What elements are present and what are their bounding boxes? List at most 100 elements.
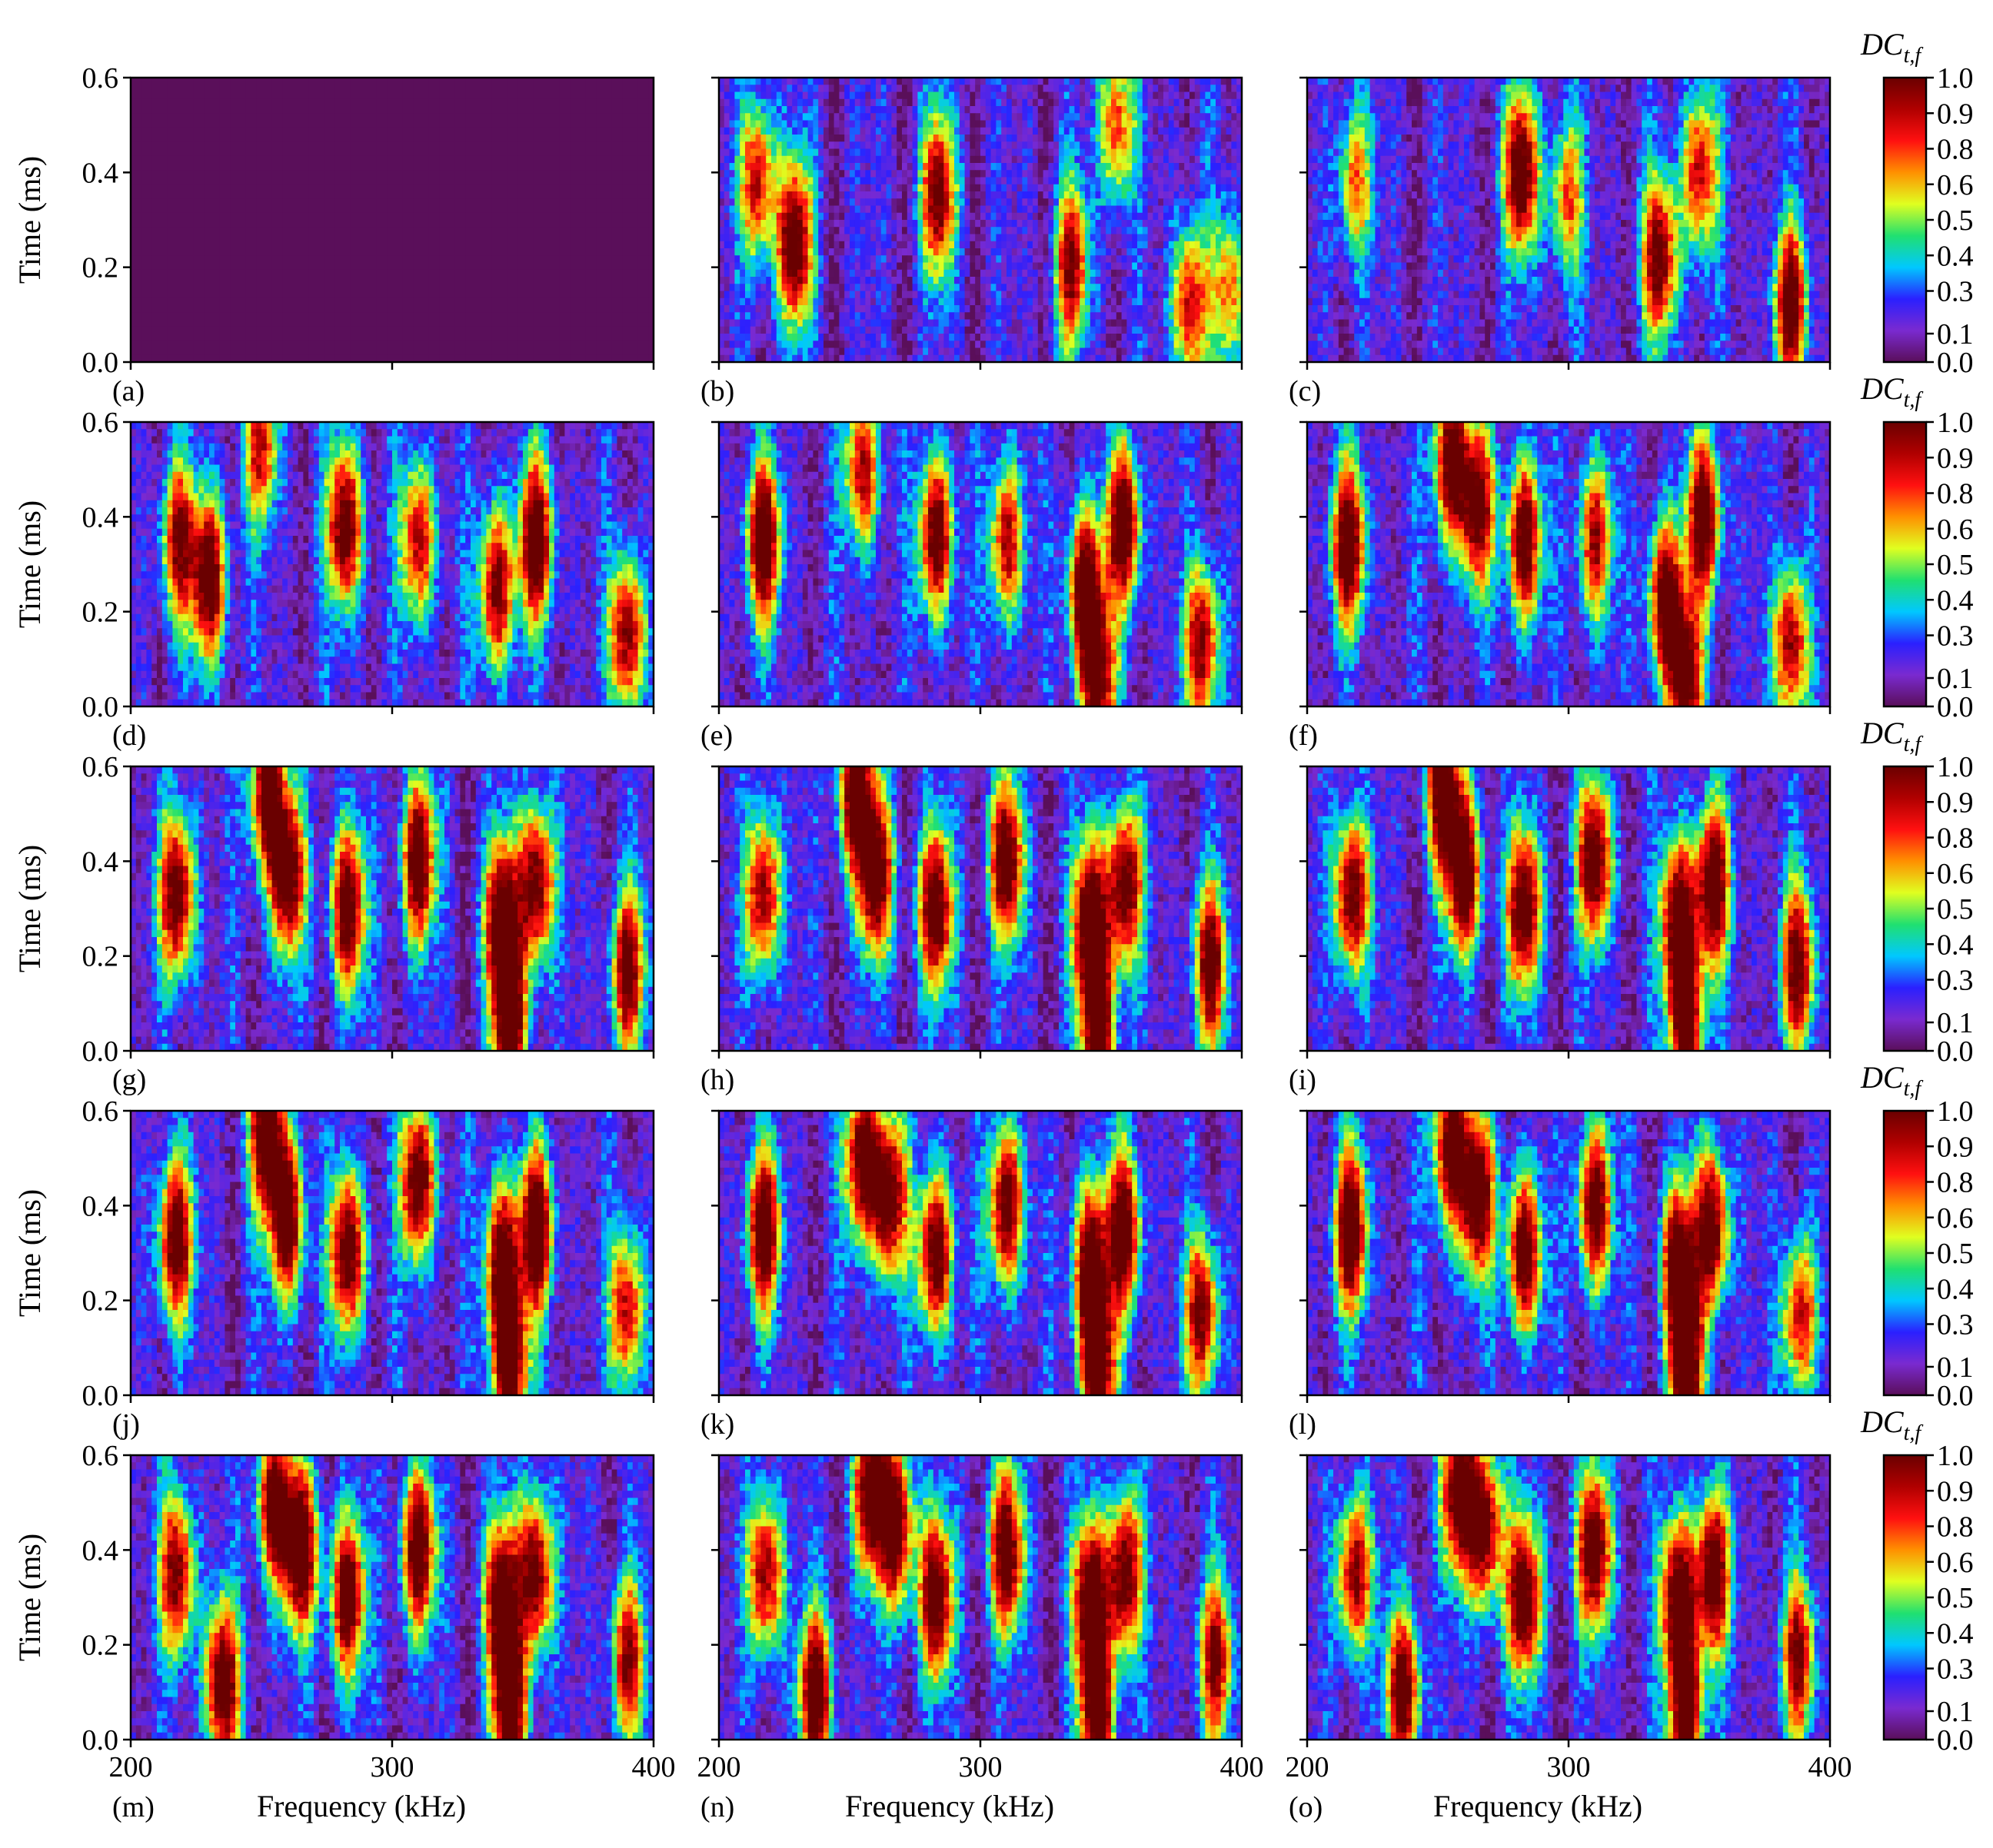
heatmap-cell <box>146 234 151 242</box>
heatmap-cell <box>444 178 450 185</box>
heatmap-cell <box>256 234 261 242</box>
heatmap-cell <box>288 234 293 242</box>
heatmap-cell <box>168 85 173 92</box>
heatmap-cell <box>282 113 288 121</box>
heatmap-cell <box>261 163 267 171</box>
heatmap-cell <box>450 141 455 149</box>
heatmap-cell <box>168 248 173 256</box>
heatmap-cell <box>209 178 215 185</box>
heatmap-cell <box>178 141 183 149</box>
heatmap-cell <box>188 128 194 135</box>
heatmap-cell <box>601 248 607 256</box>
heatmap-cell <box>340 227 345 234</box>
heatmap-cell <box>392 121 398 128</box>
heatmap-cell <box>230 156 235 164</box>
heatmap-cell <box>371 141 377 149</box>
heatmap-cell <box>392 191 398 199</box>
heatmap-cell <box>204 85 209 92</box>
heatmap-cell <box>377 191 382 199</box>
heatmap-cell <box>638 78 644 85</box>
heatmap-cell <box>450 106 455 114</box>
heatmap-cell <box>570 178 575 185</box>
heatmap-cell <box>502 191 507 199</box>
heatmap-cell <box>204 149 209 157</box>
heatmap-cell <box>581 198 586 206</box>
heatmap-cell <box>455 213 461 221</box>
heatmap-cell <box>381 227 387 234</box>
heatmap-cell <box>168 113 173 121</box>
heatmap-cell <box>261 85 267 92</box>
heatmap-cell <box>460 85 465 92</box>
heatmap-cell <box>507 135 513 142</box>
heatmap-cell <box>387 149 392 157</box>
heatmap-cell <box>612 92 617 100</box>
heatmap-cell <box>178 248 183 256</box>
heatmap-cell <box>465 113 471 121</box>
heatmap-cell <box>471 234 476 242</box>
heatmap-cell <box>538 141 544 149</box>
heatmap-cell <box>241 163 246 171</box>
heatmap-cell <box>403 149 408 157</box>
heatmap-cell <box>528 248 534 256</box>
heatmap-cell <box>377 106 382 114</box>
heatmap-cell <box>141 227 147 234</box>
heatmap-cell <box>408 198 413 206</box>
heatmap-cell <box>617 135 622 142</box>
heatmap-cell <box>596 156 601 164</box>
heatmap-cell <box>157 99 162 107</box>
heatmap-cell <box>355 141 361 149</box>
heatmap-cell <box>366 141 371 149</box>
heatmap-cell <box>340 184 345 192</box>
heatmap-cell <box>172 227 178 234</box>
heatmap-cell <box>544 220 549 228</box>
heatmap-cell <box>162 191 168 199</box>
heatmap-cell <box>627 141 633 149</box>
heatmap-cell <box>194 198 199 206</box>
heatmap-cell <box>633 121 638 128</box>
heatmap-cell <box>267 149 272 157</box>
heatmap-cell <box>277 170 282 178</box>
heatmap-cell <box>481 227 487 234</box>
heatmap-cell <box>596 206 601 214</box>
heatmap-cell <box>261 92 267 100</box>
heatmap-cell <box>534 113 539 121</box>
heatmap-cell <box>575 241 581 249</box>
heatmap-cell <box>256 128 261 135</box>
heatmap-cell <box>538 149 544 157</box>
heatmap-cell <box>293 163 298 171</box>
heatmap-cell <box>188 220 194 228</box>
heatmap-cell <box>512 198 517 206</box>
heatmap-cell <box>381 206 387 214</box>
heatmap-cell <box>612 227 617 234</box>
heatmap-cell <box>502 220 507 228</box>
heatmap-cell <box>434 220 439 228</box>
heatmap-cell <box>564 241 570 249</box>
heatmap-cell <box>282 85 288 92</box>
heatmap-cell <box>345 170 351 178</box>
heatmap-cell <box>455 227 461 234</box>
heatmap-cell <box>481 128 487 135</box>
heatmap-cell <box>267 128 272 135</box>
heatmap-cell <box>230 92 235 100</box>
heatmap-cell <box>434 121 439 128</box>
heatmap-cell <box>439 248 444 256</box>
heatmap-cell <box>455 170 461 178</box>
heatmap-cell <box>355 113 361 121</box>
heatmap-cell <box>136 121 141 128</box>
heatmap-cell <box>324 170 330 178</box>
heatmap-cell <box>564 99 570 107</box>
heatmap-cell <box>282 227 288 234</box>
heatmap-cell <box>303 141 308 149</box>
heatmap-cell <box>136 178 141 185</box>
heatmap-cell <box>507 206 513 214</box>
heatmap-cell <box>314 234 319 242</box>
heatmap-cell <box>361 241 366 249</box>
heatmap-cell <box>633 128 638 135</box>
heatmap-cell <box>444 92 450 100</box>
heatmap-cell <box>319 135 324 142</box>
heatmap-cell <box>434 170 439 178</box>
heatmap-cell <box>308 213 314 221</box>
heatmap-cell <box>643 170 648 178</box>
heatmap-cell <box>298 184 304 192</box>
heatmap-cell <box>497 78 502 85</box>
